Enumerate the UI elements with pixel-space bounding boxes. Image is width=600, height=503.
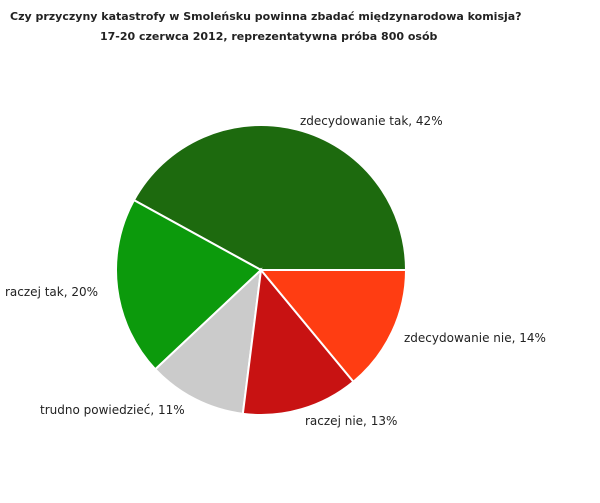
slice-value: 13%	[371, 414, 398, 428]
pie-slice	[132, 124, 408, 271]
pie-slice	[115, 198, 263, 371]
separator: ,	[150, 403, 158, 417]
separator: ,	[408, 114, 416, 128]
separator: ,	[512, 331, 520, 345]
slice-label: zdecydowanie nie, 14%	[404, 331, 546, 345]
chart-title: Czy przyczyny katastrofy w Smoleńsku pow…	[10, 10, 522, 23]
slice-value: 42%	[416, 114, 443, 128]
slice-value: 20%	[71, 285, 98, 299]
slice-value: 14%	[519, 331, 546, 345]
chart-subtitle: 17-20 czerwca 2012, reprezentatywna prób…	[100, 30, 438, 43]
pie-slice	[241, 267, 355, 416]
slice-category: trudno powiedzieć	[40, 403, 150, 417]
slice-category: zdecydowanie nie	[404, 331, 512, 345]
slice-value: 11%	[158, 403, 185, 417]
pie-slice	[258, 269, 408, 384]
separator: ,	[363, 414, 371, 428]
pie-slice	[153, 267, 263, 415]
slice-category: zdecydowanie tak	[300, 114, 408, 128]
slice-category: raczej nie	[305, 414, 363, 428]
slice-category: raczej tak	[5, 285, 64, 299]
slice-label: trudno powiedzieć, 11%	[40, 403, 185, 417]
slice-label: raczej nie, 13%	[305, 414, 397, 428]
slice-label: zdecydowanie tak, 42%	[300, 114, 443, 128]
separator: ,	[64, 285, 72, 299]
slice-label: raczej tak, 20%	[5, 285, 98, 299]
